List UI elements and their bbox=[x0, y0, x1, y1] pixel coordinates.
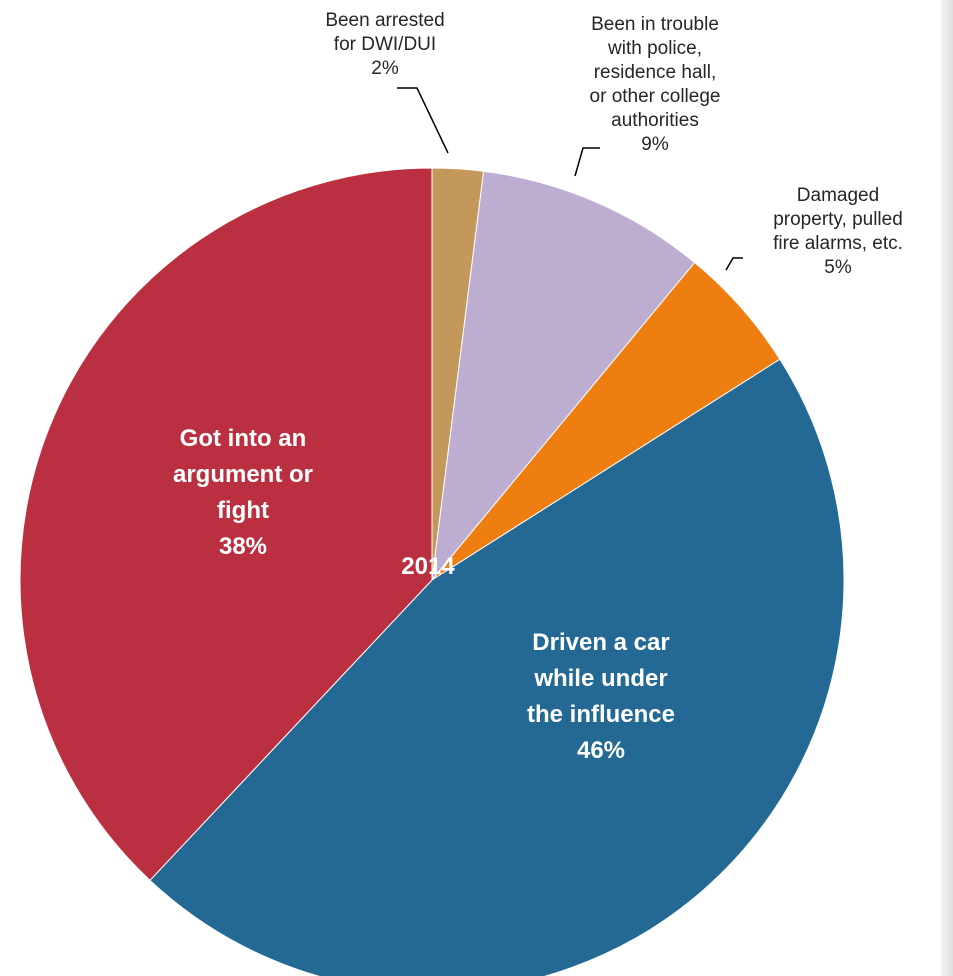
slice-label-2: Damaged property, pulled fire alarms, etc.… bbox=[773, 185, 903, 278]
slice-label-4: Got into an argument or fight 38% bbox=[173, 425, 313, 560]
leader-line-2 bbox=[725, 257, 743, 271]
slice-label-line: Got into an bbox=[180, 425, 307, 452]
leader-line-0 bbox=[397, 87, 449, 154]
slice-label-line: while under bbox=[533, 665, 667, 692]
slice-percent-label: 9% bbox=[641, 134, 669, 155]
slice-labels: Been arrested for DWI/DUI 2% Been in troubl… bbox=[173, 10, 903, 764]
slice-label-line: with police, bbox=[607, 38, 702, 59]
slice-label-3: Driven a car while under the influence 46% bbox=[527, 629, 675, 764]
slice-label-line: Damaged bbox=[797, 185, 879, 206]
slice-label-line: for DWI/DUI bbox=[334, 34, 436, 55]
slice-label-1: Been in trouble with police, residence hal… bbox=[590, 14, 721, 155]
center-year-label: 2014 bbox=[401, 553, 455, 580]
slice-label-line: the influence bbox=[527, 701, 675, 728]
slice-label-line: fire alarms, etc. bbox=[773, 233, 903, 254]
slice-percent-label: 2% bbox=[371, 58, 399, 79]
pie-slices bbox=[19, 167, 845, 976]
slice-label-line: Driven a car bbox=[532, 629, 669, 656]
slice-label-line: residence hall, bbox=[594, 62, 717, 83]
slice-label-line: argument or bbox=[173, 461, 313, 488]
slice-label-line: Been arrested bbox=[325, 10, 444, 31]
slice-label-0: Been arrested for DWI/DUI 2% bbox=[325, 10, 444, 79]
slice-percent-label: 5% bbox=[824, 257, 852, 278]
slice-label-line: authorities bbox=[611, 110, 699, 131]
pie-slice-1 bbox=[431, 170, 696, 582]
slice-label-line: fight bbox=[217, 497, 269, 524]
slice-percent-label: 38% bbox=[219, 533, 267, 560]
slice-label-line: property, pulled bbox=[773, 209, 903, 230]
leader-lines bbox=[397, 87, 743, 271]
slice-label-line: or other college bbox=[590, 86, 721, 107]
slice-percent-label: 46% bbox=[577, 737, 625, 764]
page-edge-band bbox=[941, 0, 953, 976]
pie-slice-4 bbox=[19, 167, 433, 882]
pie-slice-3 bbox=[149, 358, 845, 976]
slice-label-line: Been in trouble bbox=[591, 14, 719, 35]
leader-line-1 bbox=[574, 147, 600, 177]
